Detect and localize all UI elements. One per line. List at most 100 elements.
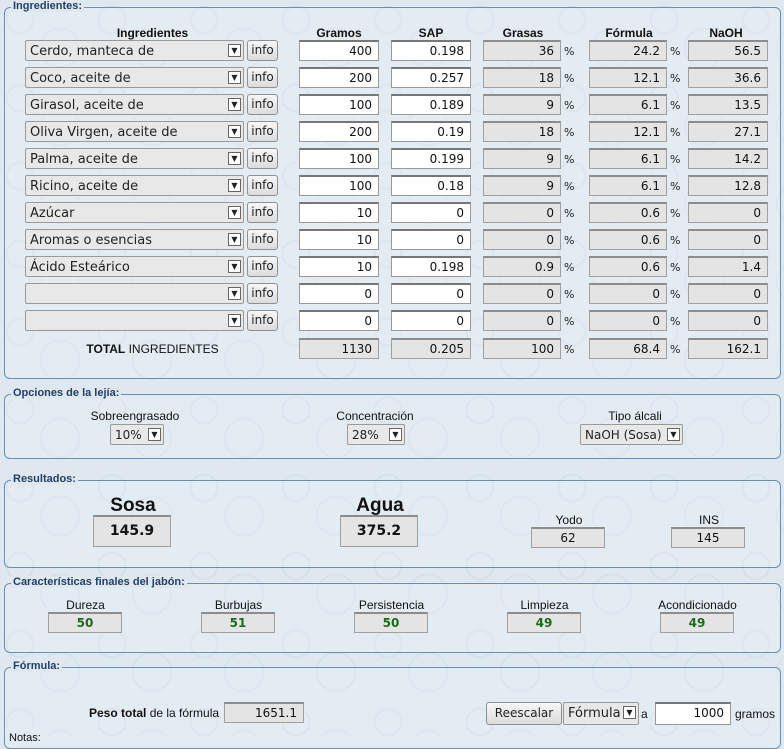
naoh-value: 36.6 [688, 67, 768, 88]
sap-input[interactable]: 0 [391, 202, 471, 223]
chevron-down-icon: ▼ [228, 260, 241, 273]
sap-input[interactable]: 0.18 [391, 175, 471, 196]
total-weight-bold: Peso total [89, 706, 147, 720]
info-button[interactable]: info [247, 94, 278, 115]
ingredient-select[interactable]: Coco, aceite de ▼ [25, 67, 244, 88]
formula-pct: % [670, 261, 681, 274]
concentration-select[interactable]: 28% ▼ [347, 424, 405, 445]
superfat-value: 10% [115, 428, 142, 442]
ingredient-name: Palma, aceite de [30, 152, 138, 167]
rescale-button[interactable]: Reescalar [486, 702, 562, 725]
formula-value: 12.1 [589, 67, 667, 88]
ingredient-select[interactable]: Girasol, aceite de ▼ [25, 94, 244, 115]
ingredient-select[interactable]: ▼ [25, 310, 244, 331]
grams-input[interactable]: 0 [299, 283, 379, 304]
formula-value: 24.2 [589, 40, 667, 61]
fats-pct: % [564, 315, 575, 328]
total-weight-value: 1651.1 [224, 702, 304, 723]
fats-value: 0 [483, 229, 561, 250]
grams-input[interactable]: 200 [299, 67, 379, 88]
header-sap: SAP [418, 26, 444, 40]
chevron-down-icon: ▼ [228, 152, 241, 165]
ingredient-name: Azúcar [30, 206, 75, 221]
info-button[interactable]: info [247, 283, 278, 304]
formula-value: 0 [589, 283, 667, 304]
fats-pct: % [564, 126, 575, 139]
fats-value: 9 [483, 148, 561, 169]
sap-input[interactable]: 0.19 [391, 121, 471, 142]
trait-label: Acondicionado [658, 598, 737, 612]
info-button[interactable]: info [247, 229, 278, 250]
chevron-down-icon: ▼ [148, 428, 161, 441]
ingredient-select[interactable]: Ácido Esteárico ▼ [25, 256, 244, 277]
fats-pct: % [564, 288, 575, 301]
fats-pct: % [564, 72, 575, 85]
unit-label: gramos [735, 707, 776, 721]
ingredient-select[interactable]: Ricino, aceite de ▼ [25, 175, 244, 196]
formula-value: 0.6 [589, 202, 667, 223]
fats-value: 9 [483, 94, 561, 115]
sap-input[interactable]: 0 [391, 229, 471, 250]
trait-label: Persistencia [358, 598, 425, 612]
grams-input[interactable]: 400 [299, 40, 379, 61]
ingredient-select[interactable]: Azúcar ▼ [25, 202, 244, 223]
chevron-down-icon: ▼ [623, 706, 636, 719]
grams-input[interactable]: 0 [299, 310, 379, 331]
superfat-label: Sobreengrasado [90, 409, 180, 423]
sap-input[interactable]: 0 [391, 310, 471, 331]
grams-input[interactable]: 100 [299, 175, 379, 196]
info-button[interactable]: info [247, 202, 278, 223]
chevron-down-icon: ▼ [228, 287, 241, 300]
sap-input[interactable]: 0.189 [391, 94, 471, 115]
fats-pct: % [564, 99, 575, 112]
sap-input[interactable]: 0 [391, 283, 471, 304]
sap-input[interactable]: 0.198 [391, 256, 471, 277]
formula-value: 0.6 [589, 229, 667, 250]
grams-input[interactable]: 10 [299, 202, 379, 223]
chevron-down-icon: ▼ [228, 314, 241, 327]
superfat-select[interactable]: 10% ▼ [110, 424, 164, 445]
grams-input[interactable]: 100 [299, 94, 379, 115]
formula-legend: Fórmula: [11, 660, 63, 672]
ins-label: INS [698, 513, 719, 527]
chevron-down-icon: ▼ [228, 233, 241, 246]
grams-input[interactable]: 10 [299, 229, 379, 250]
ingredient-name: Ricino, aceite de [30, 179, 139, 194]
alkali-select[interactable]: NaOH (Sosa) ▼ [580, 424, 683, 445]
fats-pct: % [564, 153, 575, 166]
grams-input[interactable]: 100 [299, 148, 379, 169]
formula-pct: % [670, 126, 681, 139]
sap-input[interactable]: 0.198 [391, 40, 471, 61]
ingredient-select[interactable]: Aromas o esencias ▼ [25, 229, 244, 250]
trait-value: 50 [354, 612, 428, 633]
results-panel: Resultados: Sosa 145.9 Agua 375.2 Yodo 6… [4, 473, 781, 568]
info-button[interactable]: info [247, 175, 278, 196]
sap-input[interactable]: 0.199 [391, 148, 471, 169]
ingredient-select[interactable]: ▼ [25, 283, 244, 304]
grams-input[interactable]: 10 [299, 256, 379, 277]
fats-value: 18 [483, 67, 561, 88]
header-ingredients: Ingredientes [116, 26, 189, 40]
total-label: TOTAL INGREDIENTES [25, 342, 280, 356]
rescale-select[interactable]: Fórmula ▼ [563, 702, 639, 725]
target-grams-input[interactable]: 1000 [655, 702, 731, 725]
trait-value: 49 [507, 612, 581, 633]
fats-pct: % [564, 45, 575, 58]
ingredient-select[interactable]: Palma, aceite de ▼ [25, 148, 244, 169]
concentration-value: 28% [352, 428, 379, 442]
ingredient-select[interactable]: Cerdo, manteca de ▼ [25, 40, 244, 61]
info-button[interactable]: info [247, 121, 278, 142]
info-button[interactable]: info [247, 67, 278, 88]
formula-pct: % [670, 234, 681, 247]
info-button[interactable]: info [247, 310, 278, 331]
formula-pct: % [670, 315, 681, 328]
info-button[interactable]: info [247, 40, 278, 61]
grams-input[interactable]: 200 [299, 121, 379, 142]
ingredient-select[interactable]: Oliva Virgen, aceite de ▼ [25, 121, 244, 142]
info-button[interactable]: info [247, 256, 278, 277]
water-value-text: 375.2 [356, 523, 402, 539]
formula-pct: % [670, 45, 681, 58]
info-button[interactable]: info [247, 148, 278, 169]
sap-input[interactable]: 0.257 [391, 67, 471, 88]
formula-value: 0.6 [589, 256, 667, 277]
